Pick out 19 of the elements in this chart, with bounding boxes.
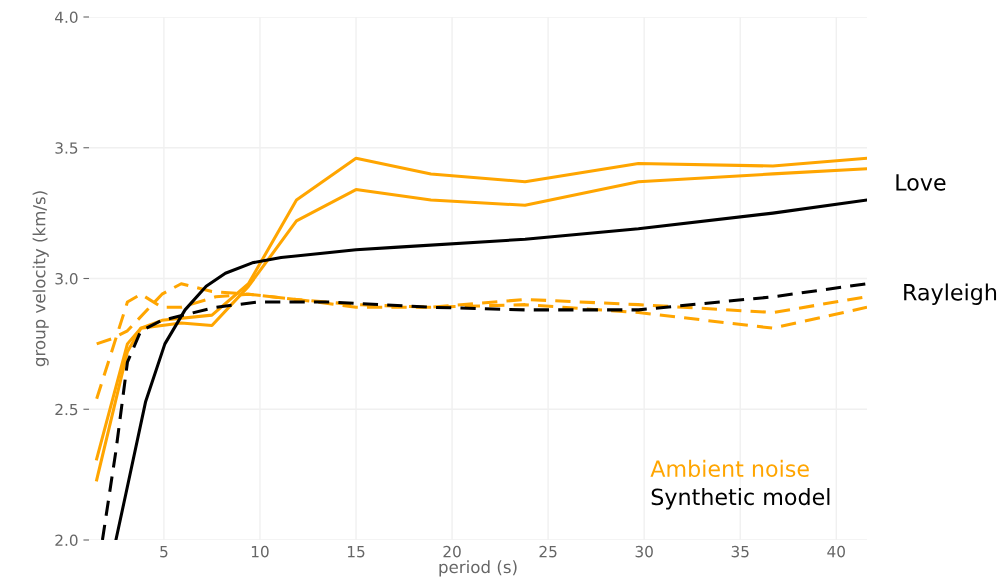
text: Rayleigh bbox=[904, 283, 997, 305]
x-tick-label: 30 bbox=[635, 545, 653, 558]
x-axis-title: period (s) bbox=[439, 560, 517, 577]
y-tick-label: 4.0 bbox=[55, 11, 78, 24]
x-tick-label: 40 bbox=[827, 545, 845, 558]
x-tick-label: 5 bbox=[160, 546, 168, 558]
y-tick-label: 3.5 bbox=[55, 142, 78, 154]
text: Love bbox=[896, 174, 946, 191]
x-tick-label: 35 bbox=[731, 545, 749, 558]
y-axis-title: group velocity (km/s) bbox=[32, 191, 49, 367]
x-tick-label: 20 bbox=[443, 545, 461, 558]
text: Ambient noise bbox=[650, 459, 809, 478]
x-tick-label: 10 bbox=[251, 545, 269, 558]
text: Synthetic model bbox=[651, 488, 830, 510]
x-tick-label: 25 bbox=[539, 545, 557, 558]
y-tick-label: 2.0 bbox=[55, 534, 78, 547]
y-tick-label: 3.0 bbox=[55, 272, 78, 285]
y-tick-label: 2.5 bbox=[55, 403, 78, 416]
x-tick-label: 15 bbox=[347, 546, 365, 558]
